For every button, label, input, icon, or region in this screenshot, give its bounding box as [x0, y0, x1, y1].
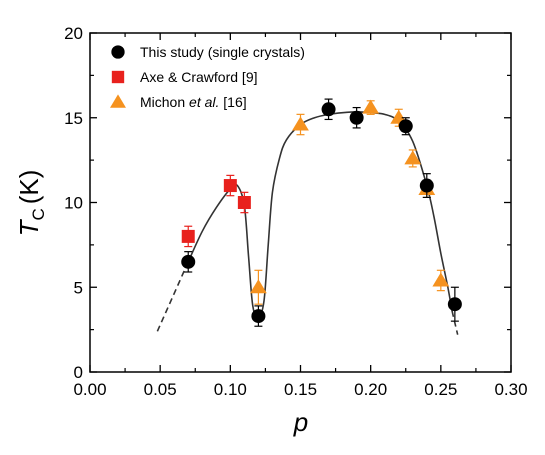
data-point-square	[237, 196, 251, 209]
x-tick-label: 0.05	[144, 380, 177, 399]
x-tick-label: 0.30	[494, 380, 527, 399]
x-tick-label: 0.25	[424, 380, 457, 399]
data-point-triangle	[362, 99, 380, 114]
data-point-circle	[321, 102, 336, 117]
plot-layer	[156, 98, 462, 335]
data-point-triangle	[250, 279, 267, 294]
fit-curve-extrapolation	[451, 310, 459, 335]
data-point-triangle	[432, 272, 450, 287]
legend-marker-square	[111, 70, 125, 84]
legend-marker-triangle	[110, 94, 126, 108]
legend-label: Axe & Crawford [9]	[140, 69, 258, 85]
data-point-circle	[349, 110, 364, 125]
data-point-circle	[419, 178, 434, 193]
y-tick-label: 20	[64, 24, 83, 43]
data-point-square	[181, 229, 195, 243]
y-tick-label: 0	[74, 363, 83, 382]
y-axis-symbol: T	[14, 218, 44, 236]
data-point-circle	[447, 297, 462, 312]
data-point-square	[223, 179, 237, 193]
fit-curve-extrapolation	[156, 261, 189, 332]
y-axis-title: TC (K)	[14, 170, 48, 237]
legend-label-part: Axe & Crawford [9]	[140, 69, 258, 85]
x-tick-label: 0.15	[284, 380, 317, 399]
y-tick-label: 15	[64, 109, 83, 128]
legend-label: Michon et al. [16]	[140, 94, 247, 110]
y-axis-unit: (K)	[14, 170, 44, 205]
data-point-circle	[398, 119, 413, 134]
legend-label-part: [16]	[219, 94, 246, 110]
y-tick-label: 10	[64, 194, 83, 213]
x-tick-label: 0.00	[73, 380, 106, 399]
legend-label-part: Michon	[140, 94, 189, 110]
axes-layer: 0.00 0.05 0.10 0.15 0.20 0.25 0.30 0 5 10 15 20	[64, 24, 527, 399]
legend-label-part: This study (single crystals)	[140, 44, 305, 60]
legend-label-part: et al.	[189, 94, 219, 110]
x-axis-title: p	[293, 407, 308, 437]
legend-label: This study (single crystals)	[140, 44, 305, 60]
data-point-triangle	[404, 150, 422, 165]
y-tick-label: 5	[74, 278, 83, 297]
x-tick-label: 0.20	[354, 380, 387, 399]
x-tick-label: 0.10	[214, 380, 247, 399]
data-point-circle	[251, 309, 266, 324]
legend: This study (single crystals) Axe & Crawfo…	[110, 44, 305, 110]
y-axis-subscript: C	[29, 208, 48, 220]
data-point-triangle	[292, 116, 309, 131]
data-point-circle	[181, 254, 196, 269]
fit-curve	[187, 111, 453, 319]
legend-marker-circle	[111, 45, 125, 59]
